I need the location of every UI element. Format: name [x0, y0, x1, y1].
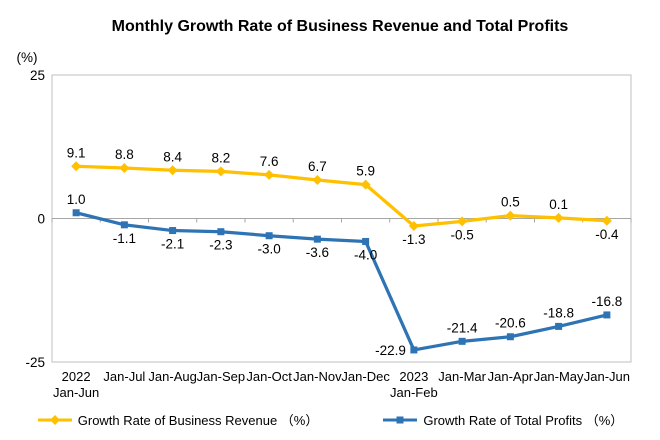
- data-point: [603, 311, 611, 319]
- data-label: 6.7: [308, 159, 327, 174]
- data-label: 1.0: [67, 192, 86, 207]
- data-label: -4.0: [354, 247, 377, 262]
- data-point: [555, 322, 563, 330]
- data-point: [265, 232, 273, 240]
- legend-marker-total-profits-icon: [383, 416, 418, 423]
- data-point: [217, 228, 225, 236]
- x-tick-label: Jan-Jun: [584, 369, 630, 384]
- data-label: -0.4: [595, 227, 619, 242]
- x-tick-label: Jan-May: [534, 369, 584, 384]
- data-point: [457, 216, 468, 227]
- x-tick-label: Jan-Sep: [197, 369, 245, 384]
- data-point: [553, 212, 564, 223]
- data-label: 9.1: [67, 145, 86, 160]
- data-label: -1.1: [113, 231, 136, 246]
- data-label: 0.5: [501, 195, 520, 210]
- data-point: [120, 221, 128, 229]
- y-tick-label: 25: [30, 68, 45, 83]
- data-point: [408, 220, 419, 231]
- data-label: -16.8: [591, 294, 622, 309]
- legend-marker: [49, 414, 60, 425]
- data-label: -3.0: [257, 242, 280, 257]
- data-label: 8.4: [163, 149, 182, 164]
- x-tick-label: Jan-Apr: [488, 369, 534, 384]
- legend-item-business-revenue: Growth Rate of Business Revenue （%）: [37, 410, 319, 429]
- data-label: -22.9: [375, 343, 406, 358]
- data-label: -18.8: [543, 305, 574, 320]
- y-tick-label: -25: [25, 355, 45, 370]
- x-tick-label: Jan-Nov: [293, 369, 342, 384]
- data-point: [505, 210, 516, 221]
- data-label: -20.6: [495, 316, 526, 331]
- x-tick-label: Jan-Dec: [341, 369, 390, 384]
- data-label: 8.2: [211, 150, 230, 165]
- data-point: [313, 235, 321, 243]
- legend-marker: [396, 416, 404, 423]
- data-point: [169, 227, 177, 235]
- data-label: 5.9: [356, 164, 375, 179]
- data-point: [71, 161, 82, 172]
- data-point: [312, 175, 323, 186]
- data-label: 7.6: [260, 154, 279, 169]
- x-tick-label: Jan-Mar: [438, 369, 486, 384]
- data-point: [119, 162, 130, 173]
- data-label: -21.4: [447, 320, 478, 335]
- series-line-0: [74, 164, 609, 228]
- legend: Growth Rate of Business Revenue （%） Grow…: [0, 410, 660, 429]
- data-label: -0.5: [450, 227, 473, 242]
- data-point: [215, 166, 226, 177]
- data-label: -3.6: [306, 245, 329, 260]
- x-tick-label: Jan-Oct: [246, 369, 292, 384]
- data-label: -1.3: [402, 232, 425, 247]
- data-point: [360, 179, 371, 190]
- data-point: [362, 237, 370, 245]
- data-label: 0.1: [549, 197, 568, 212]
- data-point: [506, 333, 514, 341]
- y-tick-label: 0: [37, 212, 45, 227]
- data-point: [72, 209, 80, 217]
- x-tick-label: 2022 Jan-Jun: [53, 369, 99, 400]
- chart-title: Monthly Growth Rate of Business Revenue …: [111, 18, 569, 35]
- y-axis-unit-label: (%): [17, 50, 38, 65]
- data-point: [458, 337, 466, 345]
- legend-label-total-profits: Growth Rate of Total Profits （%）: [423, 413, 624, 428]
- data-point: [167, 165, 178, 176]
- data-label: 8.8: [115, 147, 134, 162]
- data-point: [264, 169, 275, 180]
- x-tick-label: Jan-Aug: [148, 369, 196, 384]
- x-tick-label: Jan-Jul: [103, 369, 145, 384]
- legend-label-business-revenue: Growth Rate of Business Revenue （%）: [77, 413, 319, 428]
- data-point: [410, 346, 418, 354]
- legend-item-total-profits: Growth Rate of Total Profits （%）: [382, 410, 623, 429]
- data-label: -2.1: [161, 237, 184, 252]
- series-line-1: [74, 211, 609, 352]
- legend-marker-business-revenue-icon: [37, 414, 72, 425]
- x-tick-label: 2023 Jan-Feb: [390, 369, 438, 400]
- data-label: -2.3: [209, 238, 232, 253]
- data-point: [601, 215, 612, 226]
